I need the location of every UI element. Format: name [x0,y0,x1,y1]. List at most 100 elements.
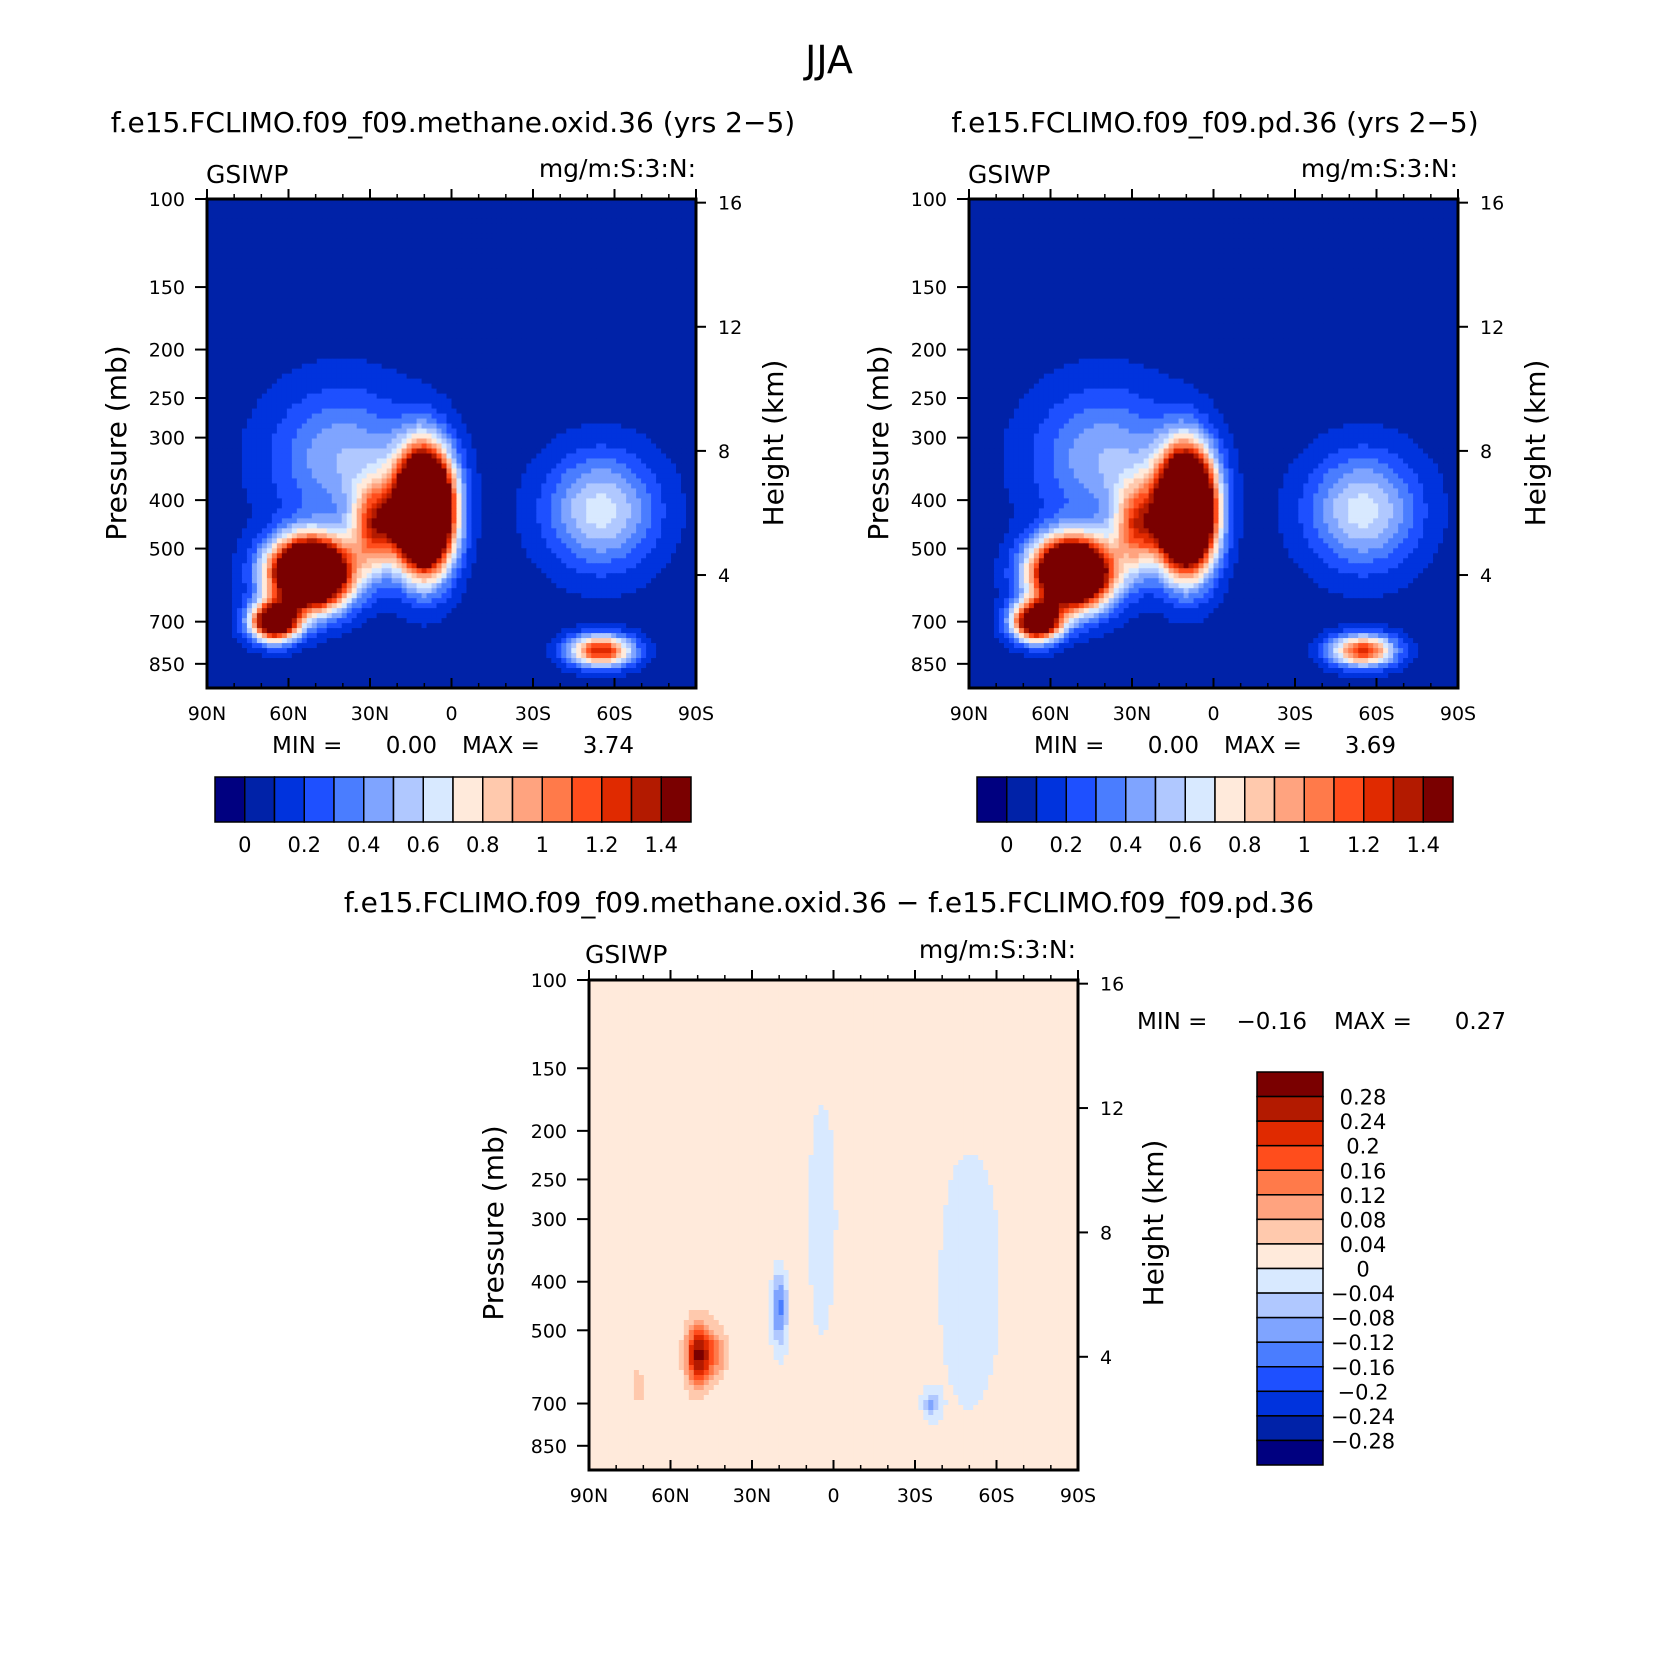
field-cell [581,204,587,210]
field-cell [556,259,562,265]
field-cell [437,309,443,315]
field-cell [611,309,617,315]
field-cell [611,264,617,270]
field-cell [332,209,338,215]
field-cell [362,214,368,220]
field-cell [252,289,258,295]
field-cell [476,219,482,225]
field-cell [611,319,617,325]
field-cell [676,289,682,295]
field-cell [611,279,617,285]
field-cell [402,289,408,295]
field-cell [377,269,383,275]
field-cell [616,264,622,270]
field-cell [262,304,268,310]
field-cell [456,324,462,330]
field-cell [452,254,458,260]
field-cell [591,239,597,245]
field-cell [372,204,378,210]
field-cell [671,304,677,310]
field-cell [447,289,453,295]
field-cell [347,244,353,250]
field-cell [337,274,343,280]
field-cell [646,229,652,235]
field-cell [461,309,467,315]
min-value: 0.00 [386,733,437,759]
field-cell [636,324,642,330]
field-cell [511,219,517,225]
field-cell [362,284,368,290]
field-cell [501,289,507,295]
field-cell [212,319,218,325]
field-cell [362,289,368,295]
field-cell [606,279,612,285]
field-cell [352,334,358,340]
field-cell [307,239,313,245]
field-cell [392,254,398,260]
field-cell [471,314,477,320]
field-cell [666,244,672,250]
field-cell [327,234,333,240]
field-cell [641,249,647,255]
field-cell [641,324,647,330]
field-cell [541,274,547,280]
field-cell [277,204,283,210]
field-cell [277,294,283,300]
field-cell [452,319,458,325]
field-cell [337,239,343,245]
field-cell [347,324,353,330]
field-cell [481,249,487,255]
field-cell [666,224,672,230]
field-cell [327,239,333,245]
field-cell [302,259,308,265]
field-cell [641,284,647,290]
field-cell [297,319,303,325]
field-cell [516,269,522,275]
field-cell [287,279,293,285]
field-cell [471,279,477,285]
field-cell [511,279,517,285]
field-cell [651,224,657,230]
field-cell [586,309,592,315]
field-cell [427,219,433,225]
field-cell [232,209,238,215]
field-cell [566,314,572,320]
field-cell [407,324,413,330]
field-cell [586,269,592,275]
field-cell [422,234,428,240]
field-cell [442,329,448,335]
field-cell [506,264,512,270]
field-cell [412,204,418,210]
field-cell [651,279,657,285]
field-cell [397,289,403,295]
field-cell [382,264,388,270]
field-cell [596,284,602,290]
field-cell [676,209,682,215]
field-cell [616,209,622,215]
field-cell [491,234,497,240]
field-cell [586,239,592,245]
field-cell [412,339,418,345]
field-cell [551,254,557,260]
field-cell [247,239,253,245]
field-cell [292,239,298,245]
field-cell [476,319,482,325]
field-cell [252,279,258,285]
field-cell [606,299,612,305]
field-cell [312,204,318,210]
field-cell [232,289,238,295]
field-cell [496,274,502,280]
field-cell [357,219,363,225]
field-cell [227,249,233,255]
field-cell [267,279,273,285]
field-cell [292,294,298,300]
field-cell [621,264,627,270]
field-cell [586,219,592,225]
field-cell [332,284,338,290]
field-cell [232,229,238,235]
field-cell [606,234,612,240]
field-cell [322,224,328,230]
field-cell [486,324,492,330]
field-cell [232,249,238,255]
field-cell [566,244,572,250]
